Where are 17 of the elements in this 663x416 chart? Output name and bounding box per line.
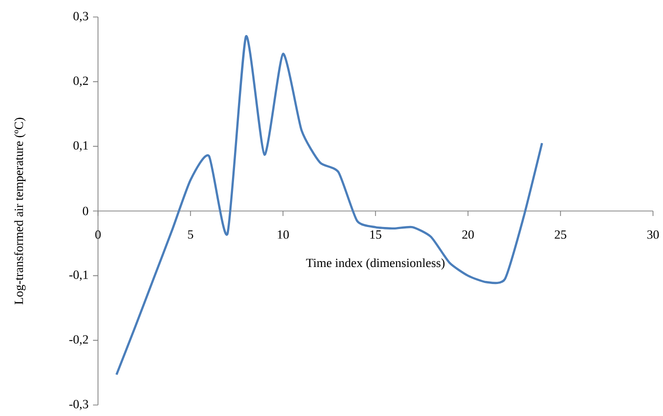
x-tick-label: 30 [647,230,659,239]
line-series [115,35,544,376]
x-tick-label: 15 [370,230,382,239]
x-tick-label: 10 [278,230,289,239]
y-tick-label: -0,1 [69,270,88,281]
y-tick-label: 0,3 [73,12,88,22]
y-tick-label: 0,1 [73,141,88,152]
x-axis-title: Time index (dimensionless) [306,258,445,270]
x-tick-label: 0 [95,230,101,239]
x-tick-label: 25 [554,230,566,239]
y-tick-label: -0,2 [69,335,88,346]
x-tick-label: 20 [462,230,474,239]
y-tick-label: -0,3 [69,400,88,410]
y-tick-label: 0 [82,206,88,216]
y-axis-title: Log-transformed air temperature (ºC) [14,118,26,304]
y-tick-label: 0,2 [73,76,88,87]
x-tick-label: 5 [188,230,194,239]
